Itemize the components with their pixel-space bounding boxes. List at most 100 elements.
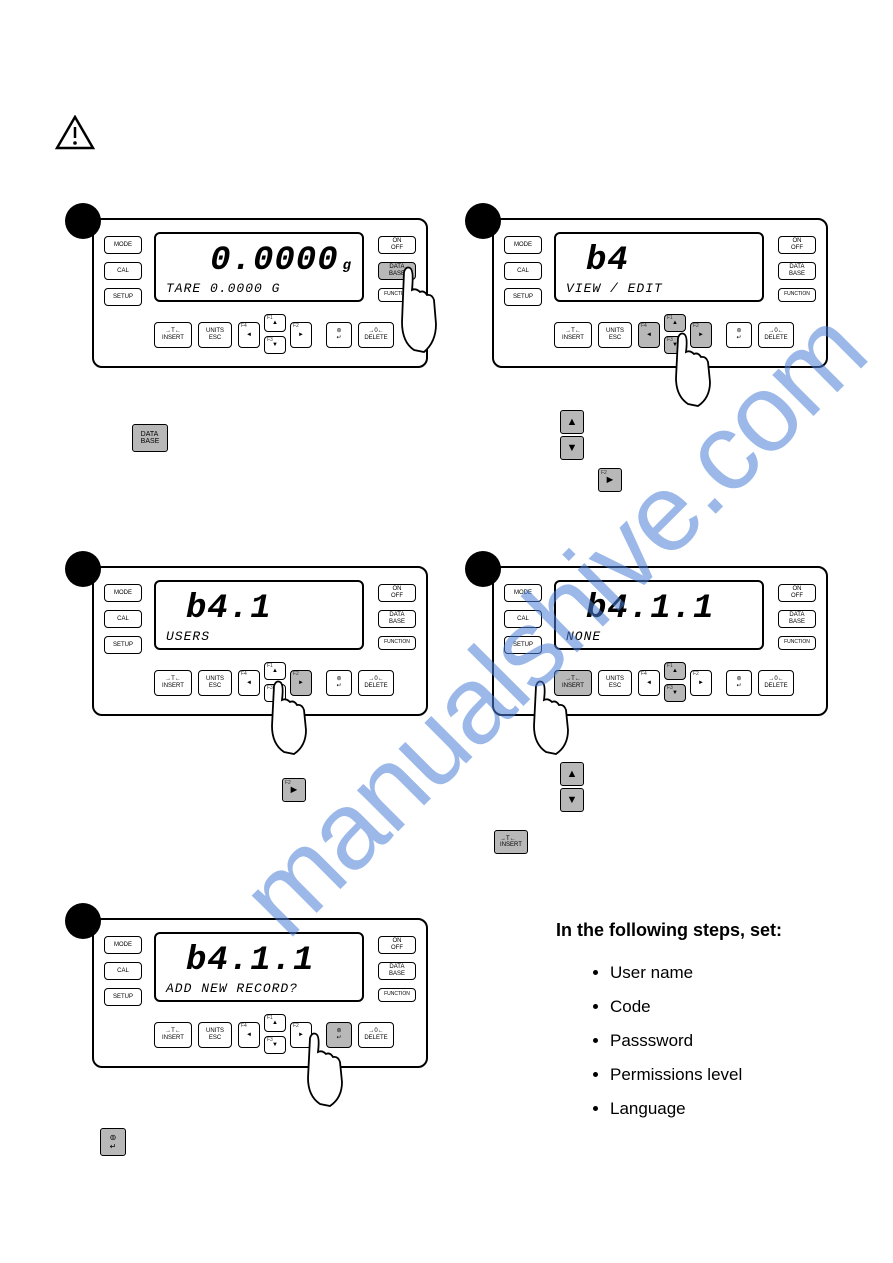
setup-button[interactable]: SETUP <box>504 288 542 306</box>
mode-button[interactable]: MODE <box>104 584 142 602</box>
cal-button[interactable]: CAL <box>504 610 542 628</box>
cal-button[interactable]: CAL <box>104 262 142 280</box>
lcd-5-sub: ADD NEW RECORD? <box>166 981 298 996</box>
lcd-2-sub: VIEW / EDIT <box>566 281 663 296</box>
lcd-3-main: b4.1 <box>186 590 352 628</box>
on-off-button[interactable]: ON OFF <box>778 236 816 254</box>
lcd-4-main: b4.1.1 <box>586 590 752 628</box>
step-4-circle <box>465 551 501 587</box>
device-panel-5: b4.1.1 ADD NEW RECORD? MODE CAL SETUP ON… <box>92 918 428 1068</box>
list-item: Language <box>610 1092 742 1126</box>
function-button[interactable]: FUNCTION <box>378 636 416 650</box>
function-button[interactable]: FUNCTION <box>378 988 416 1002</box>
mode-button[interactable]: MODE <box>104 936 142 954</box>
f4-left-button[interactable]: F4◄ <box>238 670 260 696</box>
instruction-list: User name Code Passsword Permissions lev… <box>580 956 742 1126</box>
function-button[interactable]: FUNCTION <box>778 288 816 302</box>
f2-right-button[interactable]: F2► <box>290 322 312 348</box>
database-key-icon: DATA BASE <box>132 424 168 452</box>
f4-left-button[interactable]: F4◄ <box>238 322 260 348</box>
function-button[interactable]: FUNCTION <box>778 636 816 650</box>
list-item: User name <box>610 956 742 990</box>
delete-button[interactable]: →0← DELETE <box>758 670 794 696</box>
list-item: Permissions level <box>610 1058 742 1092</box>
on-off-button[interactable]: ON OFF <box>378 236 416 254</box>
up-key-icon: ▲ <box>560 410 584 434</box>
hand-pointer-icon <box>668 328 728 418</box>
cal-button[interactable]: CAL <box>104 610 142 628</box>
lcd-1-main: 0.0000g <box>210 242 352 280</box>
lcd-5-main: b4.1.1 <box>186 942 352 980</box>
database-button[interactable]: DATA BASE <box>778 610 816 628</box>
f1-up-button[interactable]: F1▲ <box>264 1014 286 1032</box>
f1-up-button[interactable]: F1▲ <box>264 314 286 332</box>
insert-key-icon: →T← INSERT <box>494 830 528 854</box>
setup-button[interactable]: SETUP <box>104 636 142 654</box>
on-off-button[interactable]: ON OFF <box>378 584 416 602</box>
right-key-icon: F2► <box>598 468 622 492</box>
lcd-2: b4 VIEW / EDIT <box>554 232 764 302</box>
print-button[interactable]: ⊚ ↵ <box>726 670 752 696</box>
lcd-1: 0.0000g TARE 0.0000 G <box>154 232 364 302</box>
device-panel-1: 0.0000g TARE 0.0000 G MODE CAL SETUP ON … <box>92 218 428 368</box>
insert-button[interactable]: →T← INSERT <box>554 322 592 348</box>
step-1-circle <box>65 203 101 239</box>
down-key-icon: ▼ <box>560 788 584 812</box>
setup-button[interactable]: SETUP <box>104 288 142 306</box>
units-esc-button[interactable]: UNITS ESC <box>598 670 632 696</box>
units-esc-button[interactable]: UNITS ESC <box>198 1022 232 1048</box>
on-off-button[interactable]: ON OFF <box>378 936 416 954</box>
delete-button[interactable]: →0← DELETE <box>358 1022 394 1048</box>
list-item: Code <box>610 990 742 1024</box>
mode-button[interactable]: MODE <box>504 584 542 602</box>
insert-button[interactable]: →T← INSERT <box>154 1022 192 1048</box>
print-key-icon: ⊚ ↵ <box>100 1128 126 1156</box>
step-3-circle <box>65 551 101 587</box>
f3-down-button[interactable]: F3▼ <box>664 684 686 702</box>
hand-pointer-icon <box>264 676 324 766</box>
insert-button[interactable]: →T← INSERT <box>154 322 192 348</box>
device-panel-3: b4.1 USERS MODE CAL SETUP ON OFF DATA BA… <box>92 566 428 716</box>
f3-down-button[interactable]: F3▼ <box>264 1036 286 1054</box>
setup-button[interactable]: SETUP <box>104 988 142 1006</box>
units-esc-button[interactable]: UNITS ESC <box>198 322 232 348</box>
lcd-2-main: b4 <box>586 242 752 280</box>
units-esc-button[interactable]: UNITS ESC <box>598 322 632 348</box>
lcd-3-sub: USERS <box>166 629 210 644</box>
f1-up-button[interactable]: F1▲ <box>664 662 686 680</box>
database-button[interactable]: DATA BASE <box>778 262 816 280</box>
step-2-circle <box>465 203 501 239</box>
delete-button[interactable]: →0← DELETE <box>358 322 394 348</box>
print-button[interactable]: ⊚ ↵ <box>326 322 352 348</box>
f4-left-button[interactable]: F4◄ <box>638 322 660 348</box>
insert-button[interactable]: →T← INSERT <box>154 670 192 696</box>
instruction-heading: In the following steps, set: <box>556 920 782 941</box>
database-button[interactable]: DATA BASE <box>378 962 416 980</box>
f4-left-button[interactable]: F4◄ <box>638 670 660 696</box>
units-esc-button[interactable]: UNITS ESC <box>198 670 232 696</box>
warning-icon <box>55 115 95 150</box>
on-off-button[interactable]: ON OFF <box>778 584 816 602</box>
cal-button[interactable]: CAL <box>504 262 542 280</box>
lcd-4: b4.1.1 NONE <box>554 580 764 650</box>
database-button[interactable]: DATA BASE <box>378 610 416 628</box>
print-button[interactable]: ⊚ ↵ <box>726 322 752 348</box>
down-key-icon: ▼ <box>560 436 584 460</box>
setup-button[interactable]: SETUP <box>504 636 542 654</box>
print-button[interactable]: ⊚ ↵ <box>326 670 352 696</box>
delete-button[interactable]: →0← DELETE <box>758 322 794 348</box>
mode-button[interactable]: MODE <box>504 236 542 254</box>
cal-button[interactable]: CAL <box>104 962 142 980</box>
hand-pointer-icon <box>300 1028 360 1118</box>
f4-left-button[interactable]: F4◄ <box>238 1022 260 1048</box>
hand-pointer-icon <box>526 676 586 766</box>
hand-pointer-icon <box>394 262 454 382</box>
f2-right-button[interactable]: F2► <box>690 670 712 696</box>
mode-button[interactable]: MODE <box>104 236 142 254</box>
lcd-5: b4.1.1 ADD NEW RECORD? <box>154 932 364 1002</box>
f3-down-button[interactable]: F3▼ <box>264 336 286 354</box>
lcd-4-sub: NONE <box>566 629 601 644</box>
delete-button[interactable]: →0← DELETE <box>358 670 394 696</box>
list-item: Passsword <box>610 1024 742 1058</box>
lcd-3: b4.1 USERS <box>154 580 364 650</box>
